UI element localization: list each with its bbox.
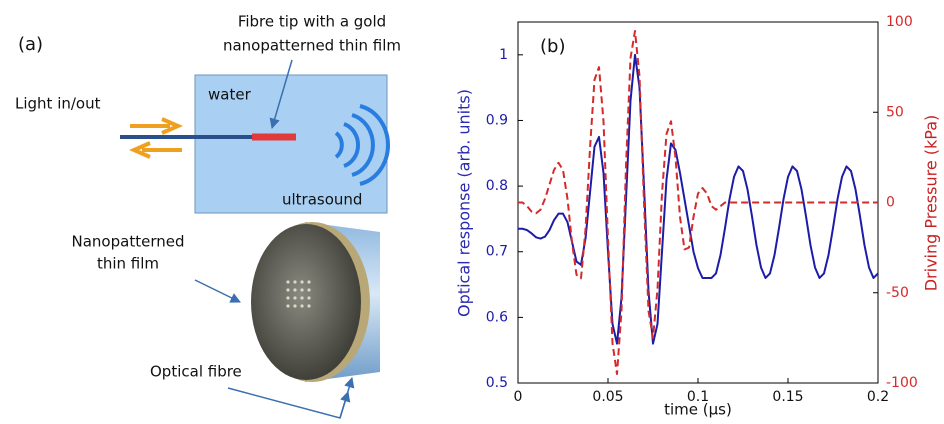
- y-tick-label: 0.6: [486, 309, 508, 325]
- data-line: [518, 55, 878, 344]
- y2-tick-label: 50: [886, 104, 904, 120]
- film-label: thin film: [97, 255, 159, 273]
- pointer: [228, 388, 348, 418]
- x-tick-label: 0.15: [772, 389, 803, 405]
- y2-tick-label: 0: [886, 195, 895, 211]
- y2-tick-label: 100: [886, 14, 913, 30]
- x-tick-label: 0.1: [687, 389, 709, 405]
- y2-tick-label: -50: [886, 285, 909, 301]
- panel-a: (a) Fibre tip with a gold nanopatterned …: [15, 13, 401, 419]
- y-tick-label: 1: [499, 47, 508, 63]
- y2-axis-label: Driving Pressure (kPa): [922, 115, 941, 292]
- y-tick-label: 0.7: [486, 244, 508, 260]
- x-tick-label: 0.05: [592, 389, 623, 405]
- y-tick-label: 0.8: [486, 178, 508, 194]
- figure: (a) Fibre tip with a gold nanopatterned …: [0, 0, 944, 424]
- pointer: [195, 280, 240, 302]
- tip-label: nanopatterned thin film: [223, 37, 401, 55]
- fibre-face: [251, 224, 361, 380]
- tip-label: Fibre tip with a gold: [238, 13, 386, 31]
- panel-label: (a): [18, 34, 43, 55]
- y-axis-label: Optical response (arb. units): [455, 89, 474, 317]
- arrow-out: [134, 143, 182, 157]
- panel-label: (b): [540, 36, 565, 57]
- ultrasound-label: ultrasound: [282, 191, 362, 209]
- y2-tick-label: -100: [886, 375, 918, 391]
- y-tick-label: 0.5: [486, 375, 508, 391]
- fibre-label: Optical fibre: [150, 363, 242, 381]
- water-label: water: [208, 86, 252, 104]
- data-line: [518, 31, 878, 374]
- x-tick-label: 0.2: [867, 389, 889, 405]
- y-tick-label: 0.9: [486, 112, 508, 128]
- light-label: Light in/out: [15, 95, 101, 113]
- film-label: Nanopatterned: [72, 233, 185, 251]
- pointer: [340, 378, 352, 418]
- panel-b: (b) time (μs) Optical response (arb. uni…: [455, 14, 941, 419]
- x-tick-label: 0: [514, 389, 523, 405]
- arrow-in: [130, 119, 178, 133]
